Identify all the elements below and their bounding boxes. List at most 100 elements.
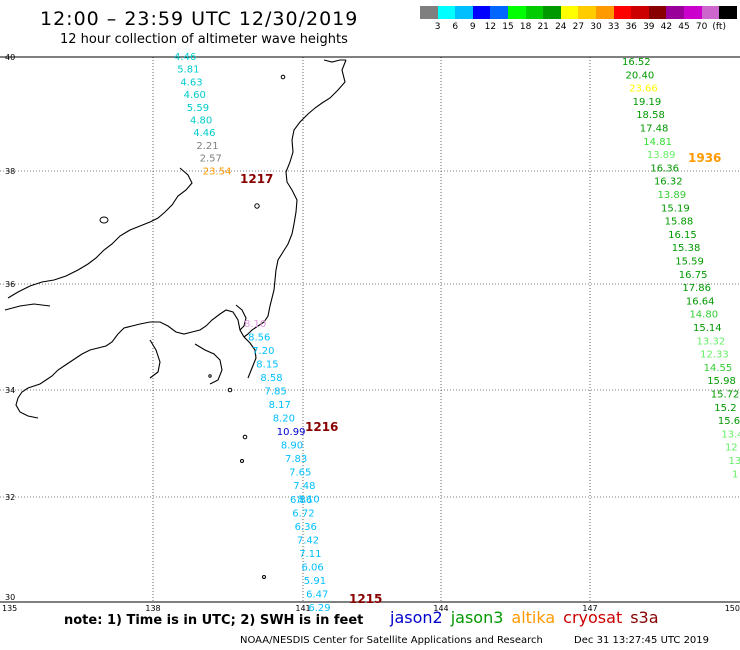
pass-time-label: 1215 [349, 592, 382, 606]
wave-height-reading: 15.14 [693, 323, 722, 334]
wave-height-reading: 16.52 [622, 57, 651, 68]
wave-height-reading: 8.90 [281, 441, 303, 452]
color-swatch [420, 6, 438, 19]
pass-time-label: 1936 [688, 151, 721, 165]
color-scale-label: 12 [484, 22, 497, 32]
satellite-tracks: 4.465.814.634.605.594.804.462.212.5723.5… [174, 52, 740, 614]
wave-height-reading: 5.59 [187, 103, 209, 114]
color-scale-label: 27 [572, 22, 585, 32]
wave-height-reading: 14.81 [643, 137, 672, 148]
wave-height-reading: 7.20 [252, 346, 274, 357]
mission-s3a: s3a [630, 608, 659, 627]
color-swatch [437, 6, 456, 19]
wave-height-reading: 7.85 [265, 387, 287, 398]
wave-height-reading: 16.32 [654, 177, 683, 188]
wave-height-reading: 8.15 [256, 360, 278, 371]
wave-height-reading: 7.83 [285, 454, 307, 465]
wave-height-reading: 23.54 [203, 166, 232, 177]
units-note: note: 1) Time is in UTC; 2) SWH is in fe… [64, 613, 364, 628]
color-scale-label: 42 [660, 22, 673, 32]
generated-timestamp: Dec 31 13:27:45 UTC 2019 [574, 635, 710, 646]
longitude-label: 144 [433, 604, 448, 613]
mission-jason2: jason2 [390, 608, 443, 627]
mission-legend: jason2 jason3 altika cryosat s3a [390, 608, 667, 627]
longitude-label: 138 [145, 604, 160, 613]
wave-height-reading: 6.36 [295, 522, 317, 533]
wave-height-reading: 8.56 [248, 333, 270, 344]
color-scale-label: 33 [607, 22, 620, 32]
wave-height-reading: 16.36 [650, 163, 679, 174]
color-scale-label: 30 [590, 22, 602, 32]
color-swatch [507, 6, 526, 19]
longitude-label: 150 [725, 604, 740, 613]
page-title: 12:00 – 23:59 UTC 12/30/2019 [40, 8, 359, 30]
wave-height-reading: 8.10 [297, 495, 319, 506]
wave-height-reading: 8.10 [244, 319, 266, 330]
wave-height-reading: 5.81 [177, 65, 199, 76]
wave-height-reading: 6.06 [302, 563, 324, 574]
color-swatch [525, 6, 544, 19]
wave-height-reading: 16.15 [668, 230, 697, 241]
color-scale-label: 15 [502, 22, 514, 32]
color-scale-label: 21 [537, 22, 549, 32]
credit-text: NOAA/NESDIS Center for Satellite Applica… [240, 635, 543, 646]
color-scale-label: 3 [434, 22, 441, 32]
color-swatch [701, 6, 720, 19]
wave-height-reading: 7.11 [299, 549, 321, 560]
color-scale-label: 6 [452, 22, 459, 32]
longitude-label: 135 [2, 604, 17, 613]
wave-height-reading: 13.4 [721, 429, 740, 440]
wave-height-reading: 20.40 [626, 70, 655, 81]
color-scale [420, 6, 737, 19]
pass-time-label: 1217 [240, 172, 273, 186]
color-scale-labels: 3 6 9 12 15 18 21 24 27 30 33 36 39 42 45 70 (ft) [420, 22, 740, 36]
wave-height-reading: 4.46 [174, 52, 196, 63]
wave-height-reading: 14.80 [689, 310, 718, 321]
wave-height-reading: 8.17 [269, 400, 291, 411]
wave-height-reading: 4.80 [190, 116, 212, 127]
wave-height-reading: 10.99 [277, 427, 306, 438]
color-swatch [455, 6, 473, 19]
wave-height-reading: 12 [725, 443, 738, 454]
wave-height-reading: 23.66 [629, 84, 658, 95]
color-swatch [560, 6, 579, 19]
color-scale-label: 24 [555, 22, 567, 32]
wave-height-reading: 18.58 [636, 110, 665, 121]
color-swatch [613, 6, 632, 19]
wave-height-reading: 15.72 [711, 390, 740, 401]
latitude-label: 34 [5, 386, 15, 395]
color-swatch [683, 6, 702, 19]
color-scale-label: 36 [625, 22, 637, 32]
color-scale-label: 18 [519, 22, 532, 32]
wave-height-reading: 6.47 [306, 590, 328, 601]
wave-height-reading: 16.75 [679, 270, 708, 281]
wave-height-reading: 14.55 [704, 363, 733, 374]
track-1215: 6.86 6.72 6.36 7.42 7.11 6.06 5.91 6.47 6.29 1215 [290, 495, 382, 614]
wave-height-reading: 15.6 [718, 416, 740, 427]
latitude-label: 40 [5, 53, 15, 62]
track-1936: 16.52 20.40 23.66 19.19 18.58 17.48 14.81 13.89… [622, 57, 740, 480]
wave-height-reading: 1 [732, 469, 738, 480]
mission-cryosat: cryosat [563, 608, 623, 627]
coastline [4, 59, 347, 419]
color-swatch [490, 6, 508, 19]
wave-height-reading: 15.2 [714, 403, 736, 414]
page-subtitle: 12 hour collection of altimeter wave hei… [60, 32, 348, 47]
wave-height-reading: 19.19 [633, 97, 662, 108]
axis-ticks: 40 38 36 34 32 135 138 141 144 147 150 30 [2, 53, 740, 613]
color-scale-label: 39 [643, 22, 655, 32]
wave-height-reading: 12.33 [700, 350, 729, 361]
color-swatch [543, 6, 561, 19]
wave-height-reading: 6.72 [292, 509, 314, 520]
wave-height-reading: 17.86 [682, 283, 711, 294]
graticule [0, 57, 740, 602]
mission-jason3: jason3 [450, 608, 504, 627]
color-swatch [631, 6, 649, 19]
latitude-label: 38 [5, 167, 15, 176]
wave-height-reading: 15.98 [707, 376, 736, 387]
color-swatch [719, 6, 737, 19]
color-scale-label: (ft) [712, 22, 726, 32]
wave-height-reading: 13.89 [658, 190, 687, 201]
wave-height-reading: 7.42 [297, 536, 319, 547]
latitude-label: 32 [5, 493, 15, 502]
